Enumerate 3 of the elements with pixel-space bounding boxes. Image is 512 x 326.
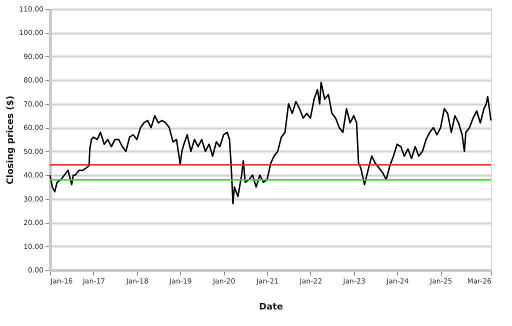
line-series: [49, 82, 492, 204]
y-axis-title: Closing prices ($): [6, 96, 16, 184]
x-axis-title: Date: [259, 302, 283, 312]
